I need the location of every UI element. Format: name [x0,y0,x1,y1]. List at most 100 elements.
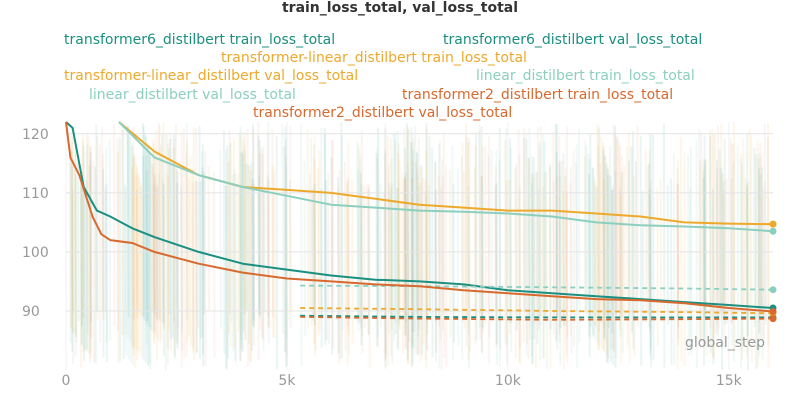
noise-stroke [602,150,605,338]
noise-stroke [656,188,659,346]
noise-stroke [508,180,511,334]
noise-stroke [627,160,631,317]
noise-stroke [575,144,579,369]
legend-entry-linear-train[interactable]: linear_distilbert train_loss_total [476,68,695,84]
noise-stroke [759,174,762,316]
noise-stroke [530,156,534,365]
noise-stroke [628,131,631,363]
noise-stroke [358,148,362,323]
y-tick-label: 90 [22,304,40,320]
noise-stroke [396,130,400,323]
noise-stroke [411,132,414,332]
noise-stroke [703,163,706,347]
noise-stroke [105,147,108,342]
noise-stroke [753,147,756,327]
noise-stroke [440,187,443,370]
noise-stroke [545,171,548,370]
legend-entry-transformer2-train[interactable]: transformer2_distilbert train_loss_total [402,87,674,103]
noise-stroke [116,138,119,331]
legend-entry-transformer6-val[interactable]: transformer6_distilbert val_loss_total [443,32,703,48]
series-endpoint-linear-distilbert-val-loss-total [769,286,777,294]
noise-stroke [145,136,148,324]
noise-stroke [441,175,445,331]
noise-stroke [676,183,680,328]
noise-stroke [641,191,645,322]
noise-stroke [79,177,83,369]
noise-stroke [467,137,470,335]
noise-stroke [607,166,610,359]
noise-stroke [85,180,88,352]
noise-stroke [669,178,673,365]
noise-stroke [577,129,581,343]
noise-stroke [672,152,676,365]
noise-stroke [549,165,552,330]
noise-stroke [709,135,712,354]
noise-stroke [159,144,163,340]
legend-entry-transformer-linear-val[interactable]: transformer-linear_distilbert val_loss_t… [64,68,359,84]
noise-stroke [620,156,624,318]
noise-stroke [404,177,408,349]
noise-stroke [522,128,526,343]
grid-layer [65,122,773,370]
noise-stroke [162,184,165,356]
legend-entry-transformer2-val[interactable]: transformer2_distilbert val_loss_total [253,105,513,121]
legend-entry-linear-val[interactable]: linear_distilbert val_loss_total [89,87,296,103]
noise-stroke [250,162,253,351]
noise-stroke [517,129,521,363]
noise-stroke [247,165,251,345]
noise-stroke [116,151,120,364]
noise-stroke [679,137,683,362]
noise-stroke [419,166,422,362]
axis-tick-layer: 90 100 110 120 0 5k 10k 15k [22,127,743,389]
noise-stroke [750,134,753,363]
noise-stroke [542,133,545,358]
noise-stroke [252,128,255,346]
noise-stroke [77,162,80,322]
series-line-linear-distilbert-train-loss-total [118,121,774,233]
noise-stroke [475,132,478,341]
noise-stroke [396,152,400,348]
noise-stroke [127,126,130,318]
noise-stroke [570,166,573,354]
legend-entry-transformer-linear-train[interactable]: transformer-linear_distilbert train_loss… [221,50,527,66]
noise-stroke [139,183,143,357]
noise-stroke [323,127,327,345]
noise-stroke [759,155,763,312]
noise-stroke [417,137,421,355]
noise-stroke [703,135,707,314]
noise-stroke [401,172,405,354]
noise-stroke [538,147,542,326]
noise-stroke [85,144,89,349]
noise-stroke [422,177,425,345]
noise-stroke [196,181,200,328]
noise-stroke [234,174,237,363]
noise-stroke [410,142,414,367]
noise-stroke [289,126,292,329]
noise-stroke [420,165,424,356]
noise-stroke [415,151,419,357]
noise-stroke [468,138,471,352]
x-tick-label: 15k [716,373,743,389]
noise-stroke [300,123,303,367]
noise-stroke [146,143,150,367]
noise-stroke [412,138,416,333]
noise-stroke [543,141,546,322]
noise-stroke [498,127,502,350]
noise-stroke [463,171,466,329]
noise-stroke [281,124,285,334]
noise-stroke [649,134,652,350]
noise-stroke [428,136,431,314]
noise-stroke [584,140,587,313]
noise-stroke [135,166,139,312]
noise-stroke [80,177,84,345]
noise-stroke [612,125,616,352]
noise-stroke [189,156,192,346]
noise-stroke [340,122,343,359]
noise-stroke [689,146,693,356]
noise-stroke [153,184,156,331]
noise-stroke [69,144,72,328]
noise-stroke [407,129,411,342]
legend-entry-transformer6-train[interactable]: transformer6_distilbert train_loss_total [64,32,336,48]
noise-stroke [716,167,719,325]
noise-stroke [557,162,561,334]
